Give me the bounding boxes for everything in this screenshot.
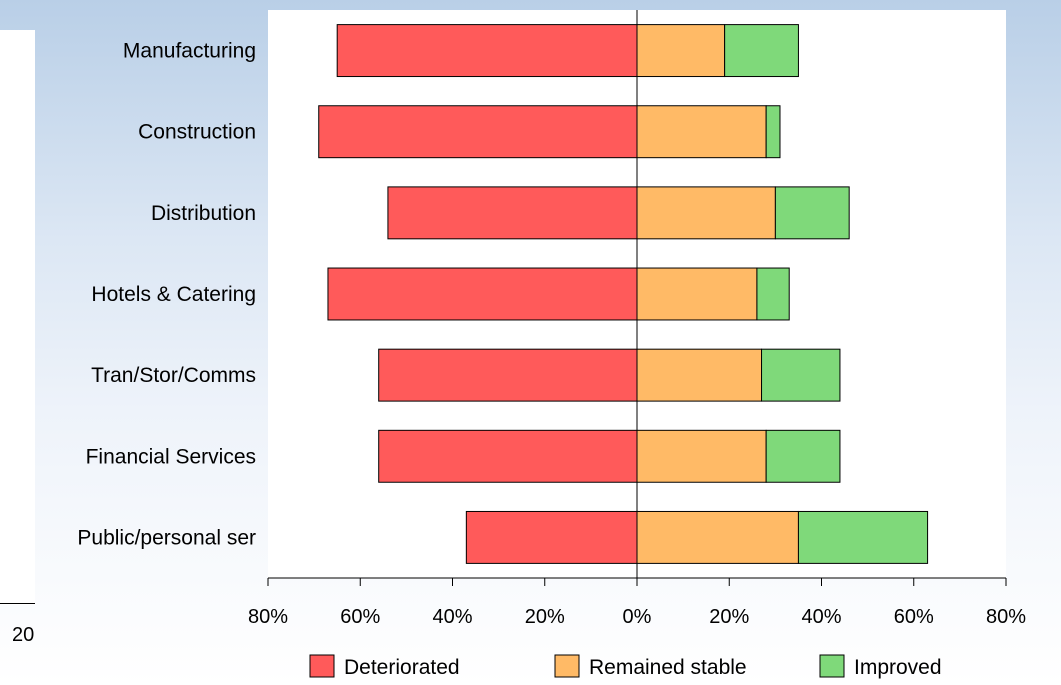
bar-remained-stable-0 xyxy=(636,24,726,78)
x-tick-label: 40% xyxy=(432,606,472,628)
bar-remained-stable-6 xyxy=(636,510,799,564)
bar-deteriorated-1 xyxy=(318,105,638,159)
bar-deteriorated-6 xyxy=(465,510,638,564)
category-label: Distribution xyxy=(151,202,256,225)
legend-swatch-improved xyxy=(819,654,845,678)
x-tick-label: 20% xyxy=(709,606,749,628)
bar-improved-6 xyxy=(797,510,929,564)
category-label: Construction xyxy=(138,121,256,144)
page-number: 20 xyxy=(12,624,35,646)
bar-improved-1 xyxy=(765,105,781,159)
background-panel xyxy=(0,30,35,605)
bar-improved-3 xyxy=(756,267,790,321)
category-label: Manufacturing xyxy=(123,40,256,63)
x-tick-label: 40% xyxy=(801,606,841,628)
legend: Deteriorated Remained stable Improved xyxy=(309,654,942,679)
category-label: Tran/Stor/Comms xyxy=(91,364,256,387)
background-divider xyxy=(0,603,35,604)
bar-remained-stable-2 xyxy=(636,186,776,240)
x-axis: 80% 60% 40% 20% 0% 20% 40% 60% 80% xyxy=(248,577,1026,628)
bar-remained-stable-1 xyxy=(636,105,767,159)
category-labels: Manufacturing Construction Distribution Hot… xyxy=(77,40,256,550)
category-label: Hotels & Catering xyxy=(91,283,256,306)
bar-deteriorated-3 xyxy=(327,267,638,321)
legend-swatch-deteriorated xyxy=(309,654,335,678)
legend-swatch-remained-stable xyxy=(554,654,580,678)
x-tick-label: 60% xyxy=(340,606,380,628)
category-label: Financial Services xyxy=(86,445,256,468)
bar-remained-stable-5 xyxy=(636,429,767,483)
bar-remained-stable-4 xyxy=(636,348,763,402)
x-tick-label: 20% xyxy=(525,606,565,628)
bar-deteriorated-2 xyxy=(387,186,638,240)
bar-improved-2 xyxy=(774,186,850,240)
bar-improved-5 xyxy=(765,429,841,483)
category-label: Public/personal ser xyxy=(77,526,256,549)
legend-label-deteriorated: Deteriorated xyxy=(344,656,460,679)
bar-improved-0 xyxy=(724,24,799,78)
legend-label-remained-stable: Remained stable xyxy=(589,656,747,679)
x-tick-label: 80% xyxy=(986,606,1026,628)
bar-improved-4 xyxy=(761,348,841,402)
x-tick-label: 0% xyxy=(623,606,652,628)
bar-deteriorated-0 xyxy=(336,24,638,78)
x-tick-label: 60% xyxy=(894,606,934,628)
bar-deteriorated-5 xyxy=(378,429,638,483)
bar-remained-stable-3 xyxy=(636,267,758,321)
bars-layer xyxy=(318,24,929,564)
x-tick-label: 80% xyxy=(248,606,288,628)
legend-label-improved: Improved xyxy=(854,656,942,679)
bar-deteriorated-4 xyxy=(378,348,638,402)
